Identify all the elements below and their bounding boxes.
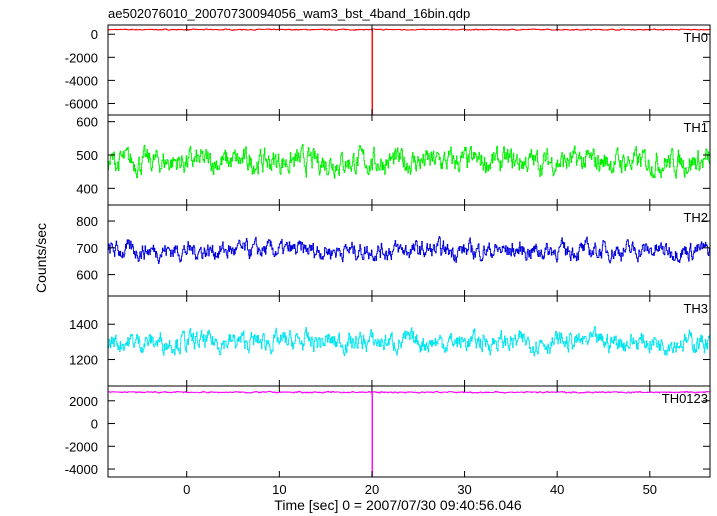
y-axis-label: Counts/sec [33,223,49,293]
y-tick-label: 0 [91,27,98,42]
y-tick-label: 600 [76,268,98,283]
panel-th0: 0 -2000 -4000 -6000 TH0 [65,24,711,116]
y-tick-label: -4000 [65,73,98,88]
panel-frame [107,385,711,478]
panels-group: 0 -2000 -4000 -6000 TH0 400 500 600 TH1 600 700 800… [65,24,711,478]
chart-title: ae502076010_20070730094056_wam3_bst_4ban… [108,6,470,21]
y-tick-label: 400 [76,181,98,196]
y-tick-label: 1400 [69,317,98,332]
panel-label: TH3 [683,301,708,316]
y-tick-label: -6000 [65,96,98,111]
panel-frame [107,24,711,116]
y-tick-label: -2000 [65,439,98,454]
panel-label: TH0123 [662,391,708,406]
series-th1 [108,143,711,179]
panel-label: TH1 [683,120,708,135]
panel-th0123: 2000 0 -2000 -4000 TH0123 [65,385,711,478]
x-tick-label: 20 [365,482,379,497]
x-tick-label: 30 [457,482,471,497]
x-tick-labels: 0 10 20 30 40 50 [183,482,657,497]
panel-th3: 1200 1400 TH3 [69,295,711,387]
y-tick-label: 700 [76,241,98,256]
x-tick-label: 10 [272,482,286,497]
panel-frame [107,204,711,297]
panel-th1: 400 500 600 TH1 [76,114,711,206]
y-tick-label: -2000 [65,50,98,65]
y-tick-label: -4000 [65,462,98,477]
panel-label: TH2 [683,210,708,225]
y-tick-label: 800 [76,214,98,229]
series-th0 [108,28,711,115]
y-tick-label: 2000 [69,394,98,409]
panel-frame [107,114,711,206]
panel-th2: 600 700 800 TH2 [76,204,711,297]
y-tick-label: 600 [76,115,98,130]
x-tick-label: 40 [550,482,564,497]
series-th3 [108,326,711,357]
x-tick-label: 0 [183,482,190,497]
x-axis-label: Time [sec] 0 = 2007/07/30 09:40:56.046 [274,497,522,513]
panel-label: TH0 [683,30,708,45]
series-th0123 [108,390,711,477]
y-tick-label: 1200 [69,353,98,368]
y-tick-label: 500 [76,148,98,163]
x-tick-label: 50 [643,482,657,497]
y-tick-label: 0 [91,417,98,432]
series-th2 [108,236,711,264]
